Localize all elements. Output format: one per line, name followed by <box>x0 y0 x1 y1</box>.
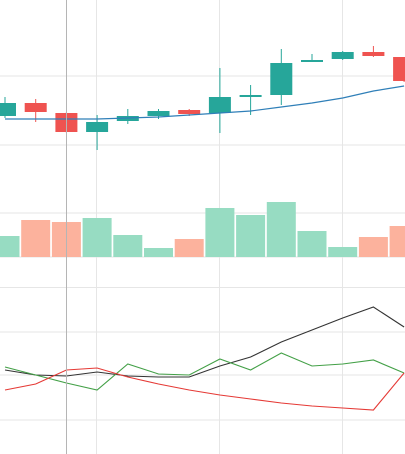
volume-bar <box>205 208 235 257</box>
candle-body <box>301 60 323 62</box>
candle-body <box>208 97 231 113</box>
indicator-line <box>4 367 405 411</box>
candle-body <box>331 52 354 59</box>
volume-bar <box>236 215 266 257</box>
volume-bar <box>0 236 20 257</box>
candle-body <box>393 57 405 81</box>
volume-bar <box>82 218 112 257</box>
candle-body <box>147 111 170 116</box>
volume-bar <box>389 226 405 257</box>
volume-bar <box>328 247 358 257</box>
candle-body <box>0 103 16 116</box>
candle-body <box>178 110 201 114</box>
volume-bar <box>358 237 388 257</box>
volume-bar <box>113 235 143 257</box>
volume-bar <box>21 220 51 257</box>
indicator-line <box>4 306 405 378</box>
candle-body <box>86 122 109 132</box>
candle-body <box>362 52 385 56</box>
moving-average-line <box>5 85 405 120</box>
volume-bar <box>297 231 327 257</box>
indicator-line <box>4 352 405 391</box>
volume-bar <box>266 202 296 257</box>
candle-body <box>239 95 262 97</box>
volume-bar <box>144 248 173 257</box>
candle-body <box>270 63 293 95</box>
volume-bar <box>174 239 204 257</box>
candle-body <box>24 103 47 112</box>
plot-layer <box>0 46 405 421</box>
